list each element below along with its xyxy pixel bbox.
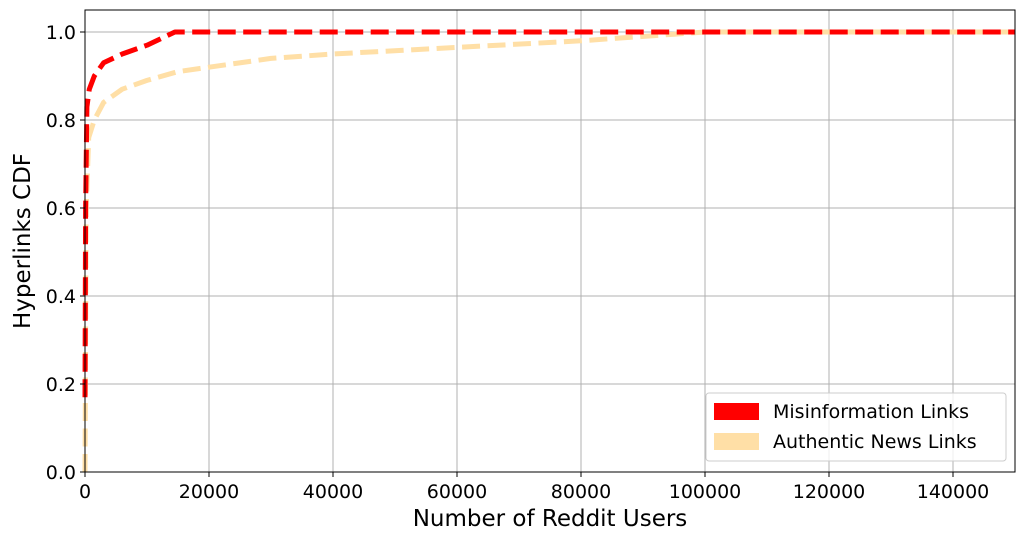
x-axis-title: Number of Reddit Users bbox=[413, 506, 688, 532]
x-tick-label: 60000 bbox=[427, 481, 487, 503]
legend-swatch bbox=[714, 433, 759, 450]
legend-swatch bbox=[714, 403, 759, 420]
y-axis-title: Hyperlinks CDF bbox=[10, 153, 36, 329]
x-tick-label: 20000 bbox=[179, 481, 239, 503]
x-tick-label: 40000 bbox=[303, 481, 363, 503]
plot-frame bbox=[84, 9, 1016, 473]
legend-label: Misinformation Links bbox=[773, 401, 969, 423]
x-tick-label: 120000 bbox=[793, 481, 866, 503]
x-tick-label: 80000 bbox=[551, 481, 611, 503]
y-tick-label: 0.4 bbox=[46, 286, 76, 308]
x-tick-label: 100000 bbox=[669, 481, 742, 503]
x-tick-label: 0 bbox=[79, 481, 91, 503]
axis-ticks: 0 20000 40000 60000 80000 100000 120000 140000 0… bbox=[46, 22, 989, 503]
y-tick-label: 1.0 bbox=[46, 22, 76, 44]
y-tick-label: 0.6 bbox=[46, 198, 76, 220]
legend-box bbox=[705, 392, 1007, 462]
series-line-authentic-news bbox=[82, 29, 1015, 473]
series-layer bbox=[82, 29, 1015, 473]
legend-label: Authentic News Links bbox=[773, 431, 977, 453]
y-tick-label: 0.2 bbox=[46, 374, 76, 396]
y-tick-label: 0.8 bbox=[46, 110, 76, 132]
y-tick-label: 0.0 bbox=[46, 462, 76, 484]
legend-items: Misinformation Links Authentic News Links bbox=[714, 401, 977, 453]
x-tick-label: 140000 bbox=[917, 481, 990, 503]
legend: Misinformation Links Authentic News Links bbox=[705, 392, 1007, 462]
series-line-misinformation bbox=[82, 29, 1015, 398]
